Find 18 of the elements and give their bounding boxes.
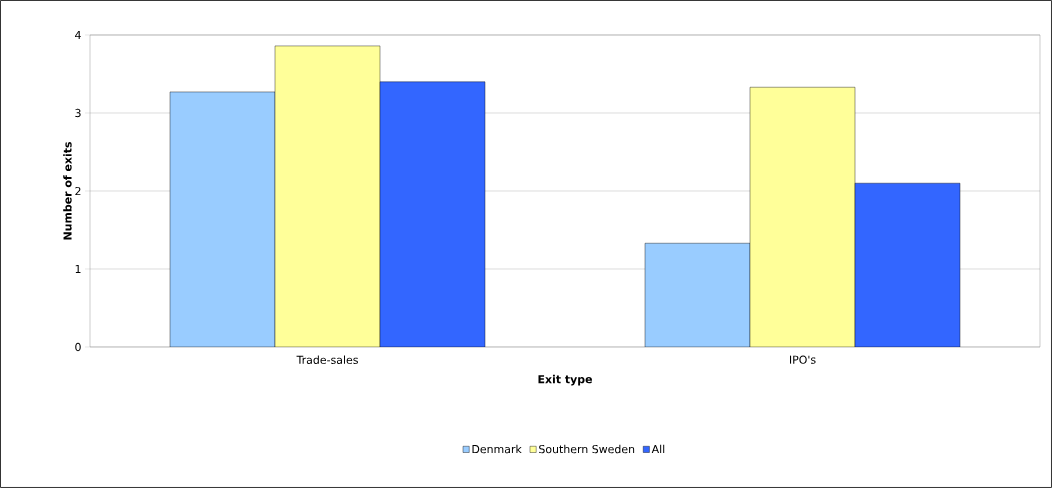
legend-label: All [651, 444, 665, 454]
y-tick-label: 3 [75, 108, 81, 118]
y-axis-title: Number of exits [63, 142, 72, 240]
y-tick-label: 0 [75, 342, 81, 352]
x-tick-label: Trade-sales [296, 355, 358, 364]
legend-label: Denmark [472, 444, 522, 454]
bar [379, 81, 486, 347]
bar [854, 182, 961, 347]
legend-label: Southern Sweden [539, 444, 635, 454]
bar [749, 87, 856, 347]
y-tick-label: 1 [75, 265, 81, 273]
y-tick-label: 2 [75, 186, 81, 196]
bar [274, 45, 381, 347]
bar [169, 91, 276, 347]
bar [644, 243, 751, 347]
x-axis-title: Exit type [538, 374, 592, 386]
x-tick-label: IPO's [789, 355, 816, 364]
y-tick-label: 4 [75, 31, 81, 39]
